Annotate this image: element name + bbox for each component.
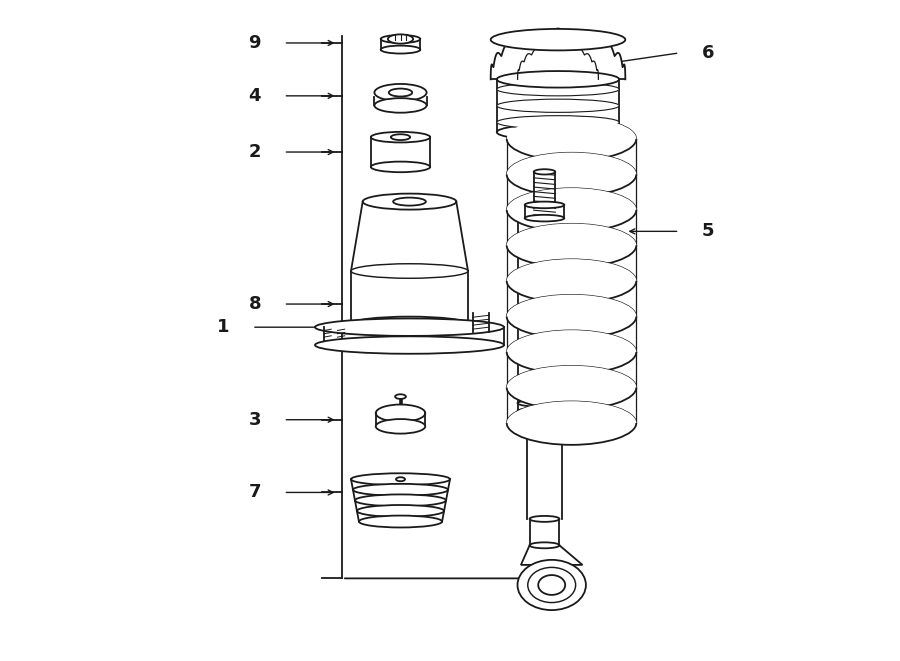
Ellipse shape: [395, 394, 406, 399]
Ellipse shape: [507, 330, 636, 373]
Ellipse shape: [491, 29, 626, 50]
Polygon shape: [491, 28, 626, 79]
Polygon shape: [497, 79, 619, 132]
Ellipse shape: [371, 161, 430, 172]
Ellipse shape: [376, 419, 425, 434]
Ellipse shape: [518, 407, 572, 415]
Text: 5: 5: [702, 222, 715, 241]
Polygon shape: [381, 39, 420, 50]
Ellipse shape: [497, 83, 619, 96]
Ellipse shape: [529, 516, 560, 522]
Ellipse shape: [355, 494, 446, 506]
Ellipse shape: [359, 516, 442, 527]
Ellipse shape: [351, 473, 450, 485]
Ellipse shape: [529, 542, 560, 549]
Text: 4: 4: [248, 87, 261, 105]
Circle shape: [518, 560, 586, 610]
Ellipse shape: [497, 124, 619, 140]
Ellipse shape: [315, 319, 504, 336]
Ellipse shape: [381, 35, 420, 43]
Ellipse shape: [518, 214, 572, 221]
Ellipse shape: [388, 34, 413, 44]
Text: 1: 1: [217, 318, 230, 336]
Ellipse shape: [525, 202, 564, 208]
Polygon shape: [371, 137, 430, 167]
Ellipse shape: [507, 366, 636, 409]
Ellipse shape: [315, 336, 504, 354]
Ellipse shape: [507, 259, 636, 303]
Text: 2: 2: [248, 143, 261, 161]
Polygon shape: [518, 218, 572, 410]
Text: 9: 9: [248, 34, 261, 52]
Ellipse shape: [497, 116, 619, 129]
Ellipse shape: [534, 169, 555, 175]
Ellipse shape: [374, 84, 427, 101]
Polygon shape: [351, 202, 468, 324]
Polygon shape: [521, 545, 582, 565]
Ellipse shape: [518, 399, 572, 407]
Circle shape: [538, 575, 565, 595]
Ellipse shape: [497, 99, 619, 112]
Ellipse shape: [507, 117, 636, 161]
Text: 3: 3: [248, 410, 261, 429]
Ellipse shape: [507, 295, 636, 338]
Polygon shape: [529, 519, 560, 545]
Ellipse shape: [507, 401, 636, 445]
Text: 7: 7: [248, 483, 261, 502]
Ellipse shape: [507, 223, 636, 267]
Ellipse shape: [507, 188, 636, 231]
Polygon shape: [527, 410, 562, 519]
Text: 6: 6: [702, 44, 715, 62]
Ellipse shape: [507, 153, 636, 196]
Ellipse shape: [363, 194, 456, 210]
Ellipse shape: [393, 198, 426, 206]
Ellipse shape: [396, 477, 405, 481]
Ellipse shape: [374, 98, 427, 112]
Ellipse shape: [389, 89, 412, 97]
Ellipse shape: [525, 215, 564, 221]
Ellipse shape: [371, 132, 430, 143]
Text: 8: 8: [248, 295, 261, 313]
Ellipse shape: [353, 484, 448, 496]
Ellipse shape: [351, 317, 468, 331]
Ellipse shape: [351, 264, 468, 278]
Circle shape: [527, 567, 576, 603]
Ellipse shape: [376, 405, 425, 422]
Polygon shape: [525, 205, 564, 218]
Ellipse shape: [497, 71, 619, 88]
Ellipse shape: [391, 134, 410, 140]
Ellipse shape: [357, 505, 444, 517]
Ellipse shape: [381, 46, 420, 54]
